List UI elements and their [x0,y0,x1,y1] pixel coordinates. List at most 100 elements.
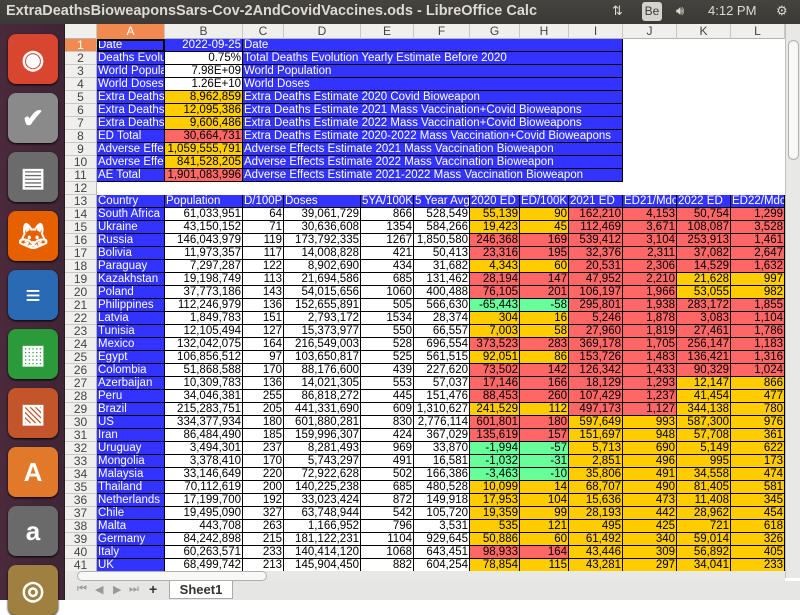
table-cell[interactable]: 969 [361,442,414,455]
table-cell[interactable]: 690 [623,442,677,455]
table-cell[interactable]: 246,368 [470,234,520,247]
country-cell[interactable]: Paraguay [97,260,165,273]
row-header-11[interactable]: 11 [65,169,97,182]
country-cell[interactable]: Netherlands [97,494,165,507]
table-cell[interactable]: 872 [361,494,414,507]
table-cell[interactable]: 143 [243,286,284,299]
summary-label-cell[interactable]: Extra Deaths 2022 [97,117,165,130]
table-cell[interactable]: 4,343 [470,260,520,273]
table-cell[interactable]: 159,996,307 [284,429,361,442]
table-cell[interactable]: 2,311 [623,247,677,260]
sheet-tab-sheet1[interactable]: Sheet1 [169,581,233,599]
table-cell[interactable]: 3,104 [623,234,677,247]
table-cell[interactable]: 1,316 [731,351,785,364]
table-cell[interactable]: 112,246,979 [165,299,243,312]
table-cell[interactable]: 581 [731,481,785,494]
table-cell[interactable]: 326 [731,533,785,546]
summary-value-cell[interactable]: 0.75% [165,52,243,65]
firefox-launcher-icon[interactable]: 🦊︎ [8,211,58,261]
row-header-3[interactable]: 3 [65,65,97,78]
table-cell[interactable]: 561,515 [414,351,470,364]
table-cell[interactable]: 233 [243,546,284,559]
table-cell[interactable]: 721 [677,520,731,533]
table-cell[interactable]: 180 [243,416,284,429]
table-cell[interactable]: 86 [520,351,569,364]
table-cell[interactable]: 17,199,700 [165,494,243,507]
table-cell[interactable]: 5,713 [569,442,623,455]
table-cell[interactable]: 10,099 [470,481,520,494]
table-cell[interactable]: 263 [243,520,284,533]
keyboard-layout-indicator[interactable]: Be [642,2,662,21]
table-cell[interactable]: 53,055 [677,286,731,299]
table-cell[interactable]: 304 [470,312,520,325]
table-cell[interactable]: 424 [361,429,414,442]
table-cell[interactable]: 66,557 [414,325,470,338]
table-cell[interactable]: 1,183 [731,338,785,351]
table-cell[interactable]: 43,446 [569,546,623,559]
summary-description-cell[interactable]: Date [243,39,623,52]
row-header-38[interactable]: 38 [65,520,97,533]
table-header-cell[interactable]: ED21/Mdc [623,195,677,208]
table-cell[interactable]: -65,443 [470,299,520,312]
country-cell[interactable]: US [97,416,165,429]
table-cell[interactable]: 5,743,297 [284,455,361,468]
table-cell[interactable]: 81,405 [677,481,731,494]
table-cell[interactable]: 3,083 [677,312,731,325]
table-cell[interactable]: 1267 [361,234,414,247]
row-header-10[interactable]: 10 [65,156,97,169]
table-cell[interactable]: 1354 [361,221,414,234]
table-cell[interactable]: 112 [520,403,569,416]
table-cell[interactable]: 99 [520,507,569,520]
table-cell[interactable]: 136 [243,377,284,390]
table-cell[interactable]: 170 [243,364,284,377]
table-cell[interactable]: 295,801 [569,299,623,312]
table-cell[interactable]: 1,127 [623,403,677,416]
table-cell[interactable]: 117 [243,247,284,260]
table-cell[interactable]: 98,933 [470,546,520,559]
table-cell[interactable]: 151,476 [414,390,470,403]
table-cell[interactable]: 151,697 [569,429,623,442]
table-cell[interactable]: 21,628 [677,273,731,286]
table-cell[interactable]: 553 [361,377,414,390]
row-header-36[interactable]: 36 [65,494,97,507]
summary-label-cell[interactable]: ED Total [97,130,165,143]
table-cell[interactable]: 20,531 [569,260,623,273]
network-icon[interactable]: ⇅ [612,3,623,18]
table-cell[interactable]: 136 [243,299,284,312]
table-cell[interactable]: 60 [520,260,569,273]
table-cell[interactable]: 866 [731,377,785,390]
table-cell[interactable]: 10,309,783 [165,377,243,390]
country-cell[interactable]: Malta [97,520,165,533]
backup-launcher-icon[interactable]: ✔ [8,93,58,143]
table-cell[interactable]: 3,494,301 [165,442,243,455]
summary-value-cell[interactable]: 1,059,555,791 [165,143,243,156]
table-cell[interactable]: 11,408 [677,494,731,507]
table-cell[interactable]: 12,105,494 [165,325,243,338]
table-cell[interactable]: 696,554 [414,338,470,351]
table-cell[interactable]: 57,708 [677,429,731,442]
table-cell[interactable]: 164 [520,546,569,559]
table-cell[interactable]: 309 [623,546,677,559]
chrome-stack-launcher-icon[interactable]: ◎ [8,565,58,615]
column-header-G[interactable]: G [470,24,520,39]
country-cell[interactable]: Tunisia [97,325,165,338]
files-launcher-icon[interactable]: ▤ [8,152,58,202]
table-cell[interactable]: 1,433 [623,364,677,377]
table-cell[interactable]: 1,299 [731,208,785,221]
table-cell[interactable]: 369,178 [569,338,623,351]
row-header-34[interactable]: 34 [65,468,97,481]
summary-value-cell[interactable]: 8,962,859 [165,91,243,104]
table-cell[interactable]: 227,620 [414,364,470,377]
table-cell[interactable]: 192 [243,494,284,507]
table-cell[interactable]: 35,806 [569,468,623,481]
table-cell[interactable]: 45 [520,221,569,234]
select-all-corner[interactable] [65,24,97,39]
column-header-F[interactable]: F [414,24,470,39]
table-cell[interactable]: 119 [243,234,284,247]
country-cell[interactable]: Russia [97,234,165,247]
table-cell[interactable]: 830 [361,416,414,429]
table-cell[interactable]: 643,451 [414,546,470,559]
table-cell[interactable]: 104 [520,494,569,507]
table-cell[interactable]: 550 [361,325,414,338]
row-header-7[interactable]: 7 [65,117,97,130]
